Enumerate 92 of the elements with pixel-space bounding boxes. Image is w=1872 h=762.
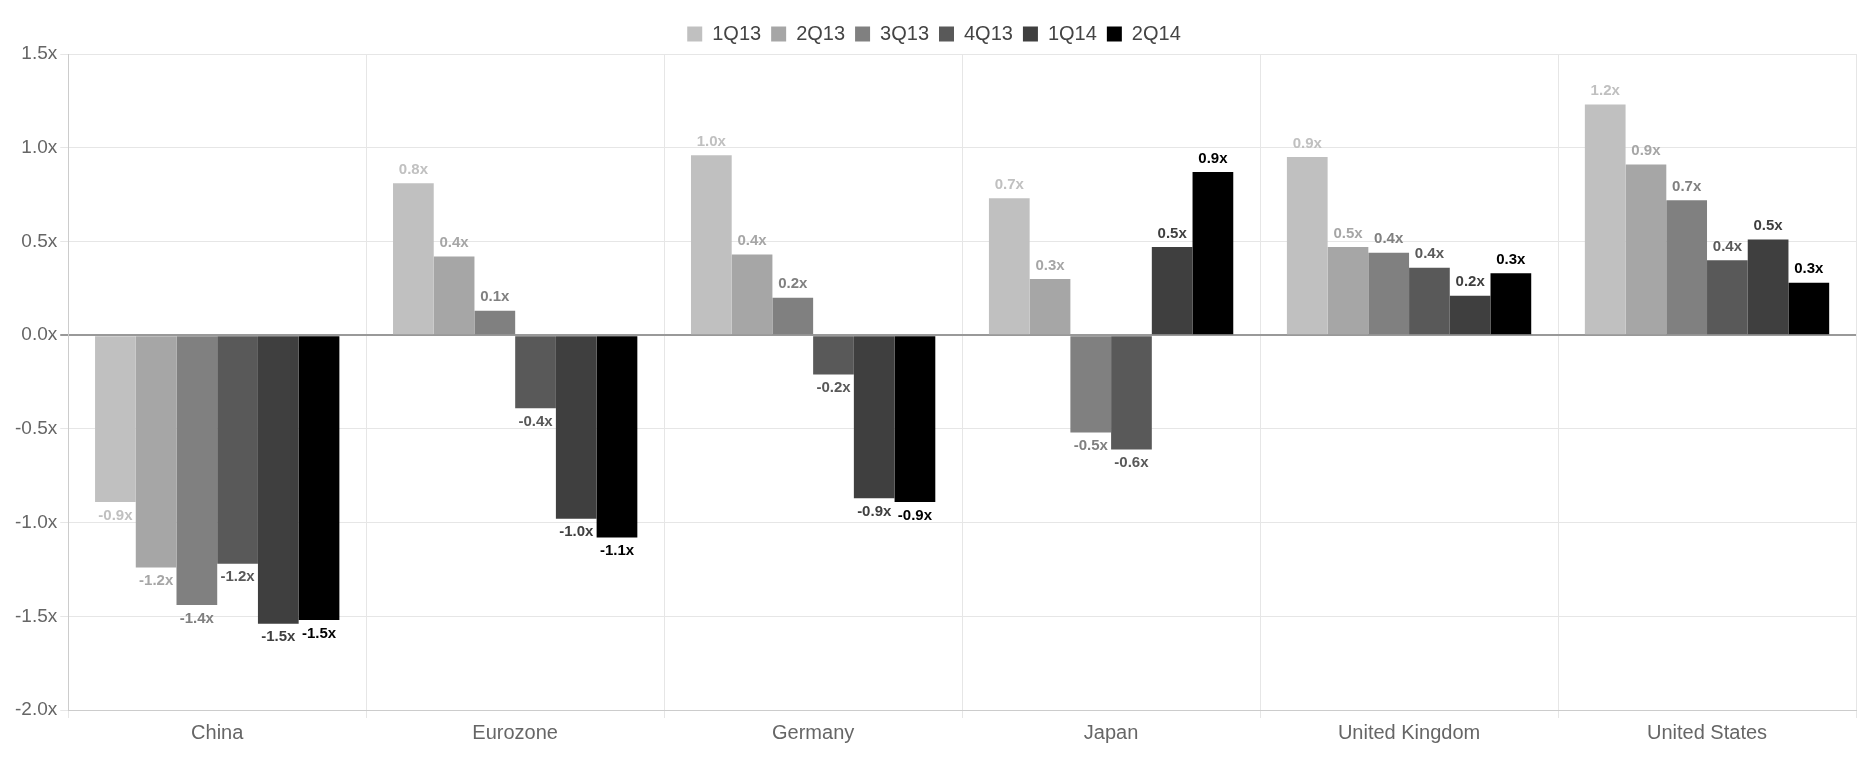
- bar: [135, 336, 177, 568]
- data-label: 0.5x: [1333, 223, 1364, 241]
- data-label: 0.4x: [439, 233, 470, 251]
- data-label: 0.4x: [1414, 244, 1445, 262]
- bar: [1625, 164, 1667, 335]
- bar: [813, 336, 854, 375]
- bar: [1409, 267, 1450, 335]
- data-label: -1.1x: [599, 541, 635, 559]
- legend-label: 2Q14: [1131, 21, 1181, 44]
- data-label: -0.2x: [816, 378, 852, 396]
- bar: [1666, 200, 1708, 335]
- bar: [257, 336, 299, 624]
- bar: [1449, 295, 1491, 335]
- bar: [176, 336, 218, 606]
- bar: [894, 336, 936, 502]
- data-label: 0.9x: [1198, 148, 1229, 166]
- data-label: 0.3x: [1794, 259, 1825, 277]
- bar: [298, 336, 340, 621]
- y-tick-label: -0.5x: [14, 417, 58, 439]
- data-label: 0.4x: [737, 231, 768, 249]
- data-label: -1.5x: [261, 627, 297, 645]
- x-tick-label: China: [191, 720, 245, 743]
- bar: [1584, 104, 1626, 335]
- data-label: 0.2x: [778, 274, 809, 292]
- legend-label: 4Q13: [964, 21, 1013, 44]
- data-label: -0.4x: [518, 411, 554, 429]
- y-tick-label: -2.0x: [14, 698, 58, 720]
- bar: [515, 336, 556, 409]
- data-label: 0.4x: [1374, 229, 1404, 247]
- bar: [1327, 247, 1369, 335]
- data-label: -0.9x: [897, 505, 933, 523]
- data-label: 0.8x: [398, 159, 429, 177]
- data-label: 0.9x: [1292, 133, 1323, 151]
- data-label: -0.6x: [1114, 453, 1150, 471]
- x-tick-label: Eurozone: [472, 720, 558, 743]
- bar: [1192, 172, 1234, 335]
- bar: [772, 297, 814, 335]
- y-tick-label: 0.0x: [21, 323, 58, 345]
- bar: [393, 183, 434, 335]
- bar: [555, 336, 597, 519]
- data-label: 0.3x: [1496, 249, 1527, 267]
- data-label: 0.2x: [1455, 272, 1486, 290]
- bar: [731, 254, 773, 335]
- bar: [1747, 239, 1789, 335]
- bar: [1368, 252, 1410, 335]
- bar: [95, 336, 136, 502]
- legend-label: 2Q13: [796, 21, 846, 44]
- bar: [1788, 282, 1830, 335]
- bar: [988, 198, 1030, 335]
- data-label: -0.5x: [1073, 436, 1109, 454]
- data-label: 1.0x: [696, 131, 727, 149]
- data-label: -1.0x: [559, 522, 595, 540]
- data-label: 0.5x: [1157, 223, 1188, 241]
- bar: [853, 336, 895, 499]
- bar: [217, 336, 258, 564]
- bar: [1286, 157, 1328, 335]
- data-label: -1.2x: [220, 567, 256, 585]
- bar: [1151, 247, 1193, 335]
- x-tick-label: Japan: [1083, 720, 1139, 743]
- data-label: 1.2x: [1590, 81, 1621, 99]
- data-label: 0.7x: [1672, 176, 1702, 194]
- data-label: -1.2x: [139, 571, 174, 589]
- data-label: 0.1x: [480, 287, 511, 305]
- bar: [1707, 260, 1748, 335]
- bar: [690, 155, 732, 335]
- y-tick-label: 1.0x: [21, 135, 58, 157]
- bar: [596, 336, 638, 538]
- data-label: 0.9x: [1631, 141, 1662, 159]
- y-tick-label: 0.5x: [21, 229, 58, 251]
- legend-label: 1Q14: [1047, 21, 1097, 44]
- data-label: 0.4x: [1712, 236, 1743, 254]
- data-label: -1.5x: [301, 623, 337, 641]
- legend-label: 1Q13: [712, 21, 762, 44]
- bar: [1029, 278, 1071, 335]
- bar: [1070, 336, 1112, 433]
- bar: [433, 256, 475, 335]
- x-tick-label: United Kingdom: [1337, 720, 1481, 743]
- x-tick-label: Germany: [772, 720, 855, 743]
- bar: [1490, 273, 1532, 335]
- data-label: 0.7x: [994, 174, 1025, 192]
- data-label: -0.9x: [857, 501, 892, 519]
- y-tick-label: -1.0x: [14, 510, 58, 532]
- data-label: 0.3x: [1035, 255, 1066, 273]
- y-tick-label: -1.5x: [14, 604, 58, 626]
- x-tick-label: United States: [1646, 720, 1768, 743]
- bar: [474, 310, 516, 335]
- y-tick-label: 1.5x: [21, 42, 58, 64]
- data-label: -0.9x: [98, 505, 134, 523]
- data-label: -1.4x: [179, 608, 215, 626]
- bar: [1111, 336, 1152, 450]
- data-label: 0.5x: [1753, 216, 1784, 234]
- legend-label: 3Q13: [880, 21, 930, 44]
